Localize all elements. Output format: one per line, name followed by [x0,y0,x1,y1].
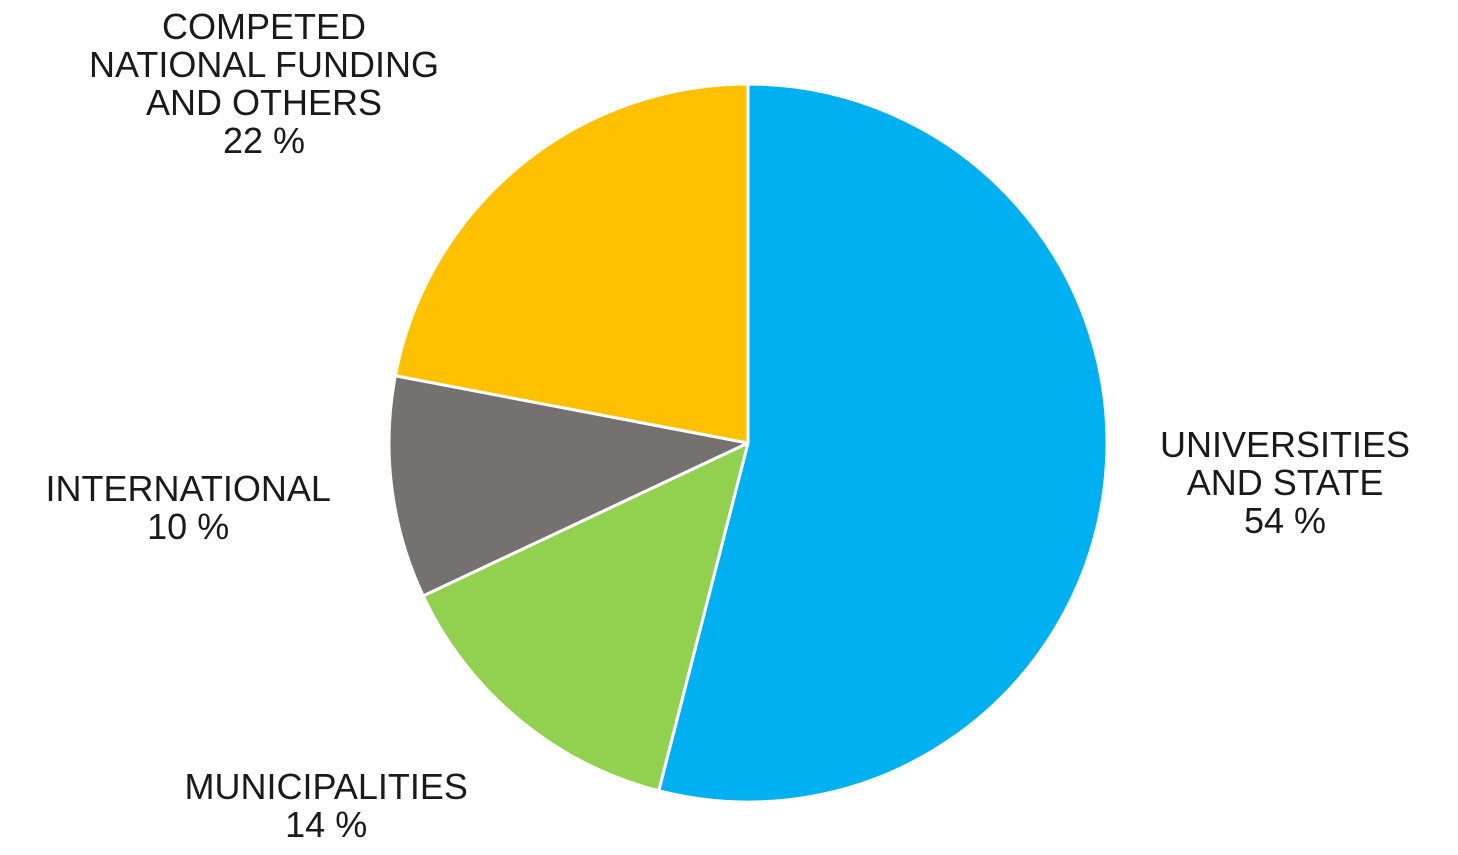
pie-slice-competed-national-funding-and-others [393,82,750,445]
slice-label-universities-and-state: UNIVERSITIES AND STATE 54 % [1160,426,1410,540]
slice-value-label: 14 % [285,804,368,845]
slice-label-line: INTERNATIONAL [45,468,331,509]
slice-label-international: INTERNATIONAL 10 % [46,470,331,546]
slice-label-line: COMPETED [162,6,367,47]
slice-value-label: 54 % [1244,500,1327,541]
slice-label-line: MUNICIPALITIES [184,766,468,807]
slice-label-line: AND STATE [1186,462,1384,503]
slice-value-label: 22 % [222,120,306,161]
slice-label-municipalities: MUNICIPALITIES 14 % [185,768,468,844]
slice-label-line: NATIONAL FUNDING [89,44,440,85]
slice-label-line: UNIVERSITIES [1160,424,1411,465]
slice-label-line: AND OTHERS [145,82,383,123]
slice-value-label: 10 % [147,506,230,547]
slice-label-competed-national-funding: COMPETED NATIONAL FUNDING AND OTHERS 22 … [89,8,439,160]
pie-slice-international [387,374,750,598]
pie-slice-universities-and-state [657,82,1109,804]
pie-slice-municipalities [421,441,750,793]
